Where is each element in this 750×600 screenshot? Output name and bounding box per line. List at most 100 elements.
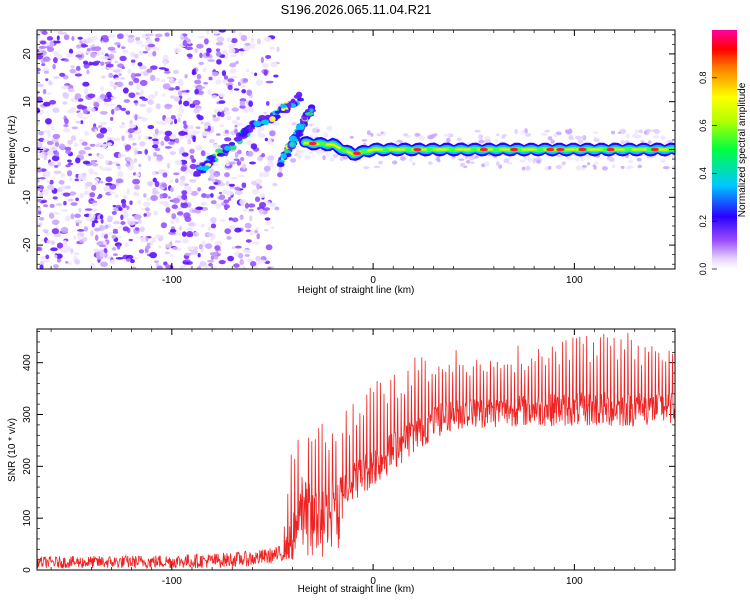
noise-speckle xyxy=(87,93,96,98)
noise-speckle xyxy=(93,46,102,52)
noise-speckle xyxy=(90,230,94,237)
noise-speckle xyxy=(152,50,157,57)
noise-speckle xyxy=(216,59,222,65)
noise-speckle xyxy=(163,203,170,208)
noise-speckle xyxy=(116,244,121,250)
noise-speckle xyxy=(91,107,96,113)
noise-speckle xyxy=(65,215,71,222)
noise-speckle xyxy=(62,101,68,105)
noise-speckle xyxy=(92,162,99,167)
noise-speckle xyxy=(210,217,217,224)
noise-speckle xyxy=(160,222,168,229)
noise-speckle xyxy=(63,123,69,128)
noise-speckle xyxy=(213,182,219,185)
noise-speckle xyxy=(48,80,52,86)
noise-speckle xyxy=(117,153,122,159)
ascending-track-blob xyxy=(274,110,281,114)
noise-speckle xyxy=(103,240,107,246)
noise-speckle xyxy=(154,90,158,97)
noise-speckle xyxy=(86,48,91,52)
noise-speckle xyxy=(147,53,153,57)
noise-speckle xyxy=(65,53,74,58)
noise-speckle xyxy=(75,157,81,164)
noise-speckle xyxy=(186,53,193,58)
noise-speckle xyxy=(108,103,115,106)
noise-speckle xyxy=(200,121,204,125)
carrier-hotspot xyxy=(308,141,317,146)
noise-speckle xyxy=(177,90,183,97)
ascending-track-blob xyxy=(193,170,201,177)
noise-speckle xyxy=(147,155,152,162)
noise-speckle xyxy=(134,73,142,77)
noise-speckle xyxy=(233,158,240,162)
noise-speckle xyxy=(169,151,176,156)
noise-speckle xyxy=(207,259,215,263)
noise-speckle xyxy=(141,97,149,101)
noise-speckle xyxy=(229,75,238,79)
noise-speckle xyxy=(41,199,48,203)
noise-speckle xyxy=(162,93,166,98)
noise-speckle xyxy=(37,166,42,173)
carrier-halo-speckle xyxy=(456,137,462,141)
noise-speckle xyxy=(101,143,108,149)
noise-speckle xyxy=(154,147,161,151)
noise-speckle xyxy=(249,261,257,267)
noise-speckle xyxy=(196,73,202,80)
noise-speckle xyxy=(206,30,210,35)
noise-speckle xyxy=(37,178,40,183)
noise-speckle xyxy=(98,153,105,160)
noise-speckle xyxy=(57,30,64,35)
noise-speckle xyxy=(223,75,229,80)
noise-speckle xyxy=(208,138,215,144)
noise-speckle xyxy=(158,200,166,205)
noise-speckle xyxy=(194,130,201,135)
noise-speckle xyxy=(174,240,182,243)
noise-speckle xyxy=(128,92,136,99)
carrier-halo-speckle xyxy=(435,156,440,162)
noise-speckle xyxy=(211,162,219,167)
noise-speckle xyxy=(270,61,278,68)
noise-speckle xyxy=(181,231,187,237)
noise-speckle xyxy=(225,159,231,167)
noise-speckle xyxy=(85,217,91,221)
noise-speckle xyxy=(99,93,106,100)
noise-speckle xyxy=(190,190,198,196)
noise-speckle xyxy=(64,118,69,125)
noise-speckle xyxy=(39,40,47,45)
noise-speckle xyxy=(110,96,117,100)
noise-speckle xyxy=(183,259,191,263)
colorbar-tick-label: 0.2 xyxy=(698,215,708,228)
noise-speckle xyxy=(179,175,186,181)
noise-speckle xyxy=(58,179,65,185)
noise-speckle xyxy=(37,198,42,203)
noise-speckle xyxy=(259,201,267,209)
noise-speckle xyxy=(47,132,51,139)
carrier-halo-speckle xyxy=(496,133,500,137)
carrier-halo-speckle xyxy=(418,135,426,141)
noise-speckle xyxy=(133,185,141,190)
noise-speckle xyxy=(255,178,263,184)
snr-ytick-label: 100 xyxy=(22,509,33,526)
noise-speckle xyxy=(89,143,96,147)
noise-speckle xyxy=(229,224,235,230)
noise-speckle xyxy=(75,120,82,124)
noise-speckle xyxy=(265,100,270,106)
carrier-hotspot xyxy=(353,151,362,156)
noise-speckle xyxy=(154,234,162,239)
noise-speckle xyxy=(223,204,231,209)
noise-speckle xyxy=(183,124,188,129)
noise-speckle xyxy=(261,153,266,158)
noise-speckle xyxy=(228,44,236,50)
noise-speckle xyxy=(49,145,58,152)
noise-speckle xyxy=(51,155,60,162)
lower-branch-blob xyxy=(297,125,305,129)
snr-ytick-label: 400 xyxy=(22,354,33,371)
noise-speckle xyxy=(215,41,224,46)
noise-speckle xyxy=(212,117,220,122)
noise-speckle xyxy=(43,70,49,74)
noise-speckle xyxy=(152,187,157,193)
noise-speckle xyxy=(66,170,73,177)
noise-speckle xyxy=(250,143,258,150)
noise-speckle xyxy=(224,53,228,60)
